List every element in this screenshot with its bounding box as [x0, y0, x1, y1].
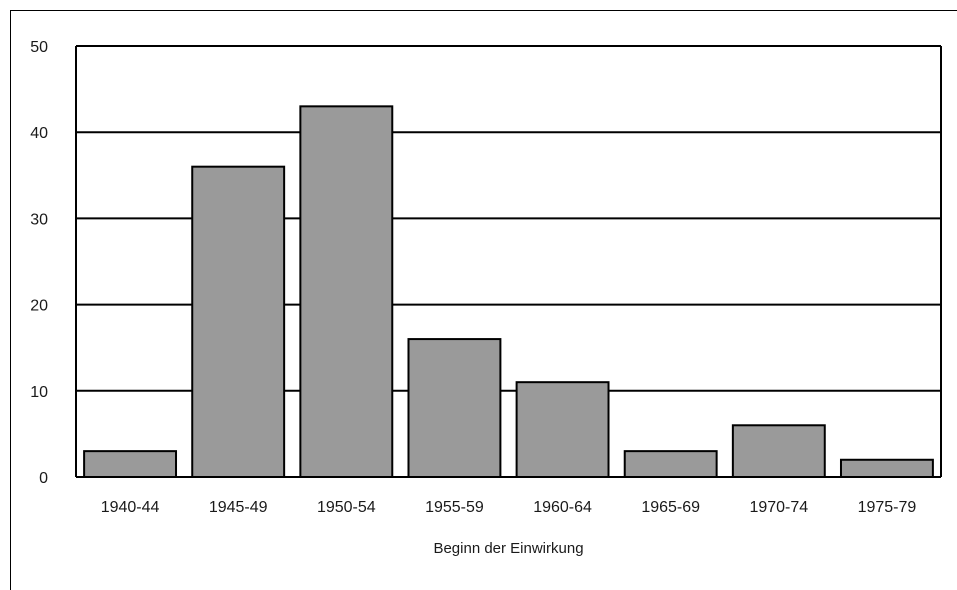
x-tick-labels: 1940-44 1945-49 1950-54 1955-59 1960-64 1965-…	[101, 499, 917, 516]
bar-1950-54	[299, 105, 394, 478]
x-tick-label: 1965-69	[641, 499, 700, 516]
bar-1945-49	[191, 165, 286, 478]
y-tick-labels: 0 10 20 30 40 50	[30, 39, 48, 487]
x-tick-label: 1955-59	[425, 499, 484, 516]
bar-chart: 0 10 20 30 40 50 1940-44 1945-49 1950-54 1955-59…	[30, 39, 942, 557]
x-tick-label: 1970-74	[749, 499, 808, 516]
bar-1960-64	[515, 381, 610, 478]
x-tick-label: 1945-49	[209, 499, 268, 516]
bar-1955-59	[407, 338, 502, 478]
x-tick-label: 1950-54	[317, 499, 376, 516]
gridlines	[76, 45, 941, 478]
x-tick-label: 1975-79	[858, 499, 917, 516]
x-tick-label: 1960-64	[533, 499, 592, 516]
bar-1940-44	[83, 450, 178, 479]
y-tick-label: 50	[30, 39, 48, 56]
plot-area	[75, 46, 942, 477]
bar-1970-74	[731, 424, 826, 478]
y-tick-label: 40	[30, 125, 48, 142]
bar-1965-69	[623, 450, 718, 479]
chart-frame	[10, 10, 957, 590]
bars	[83, 105, 934, 479]
bar-1975-79	[839, 458, 934, 479]
x-axis-label: Beginn der Einwirkung	[433, 540, 583, 557]
y-tick-label: 10	[30, 384, 48, 401]
y-tick-label: 20	[30, 298, 48, 315]
x-tick-label: 1940-44	[101, 499, 160, 516]
y-tick-label: 30	[30, 211, 48, 228]
y-tick-label: 0	[39, 470, 48, 487]
